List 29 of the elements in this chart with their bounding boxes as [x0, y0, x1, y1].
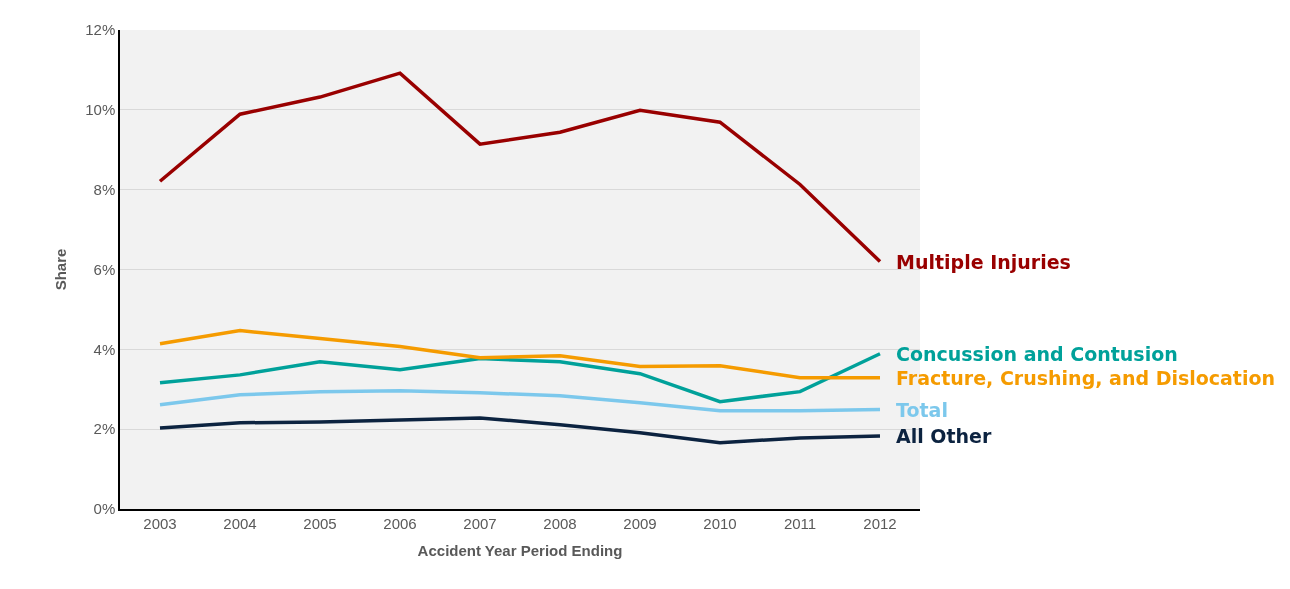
line-series: [158, 389, 882, 413]
x-axis-title: Accident Year Period Ending: [417, 542, 623, 560]
x-tick-label: 2011: [783, 514, 817, 532]
y-tick-label: 8%: [93, 180, 116, 198]
y-tick-label: 0%: [93, 500, 116, 518]
series-label: All Other: [896, 425, 992, 447]
y-tick-label: 12%: [85, 21, 116, 39]
series-label: Multiple Injuries: [896, 251, 1071, 273]
x-tick-label: 2009: [623, 514, 657, 532]
x-tick-label: 2008: [543, 514, 577, 532]
series-label: Total: [896, 399, 948, 421]
x-tick-label: 2005: [303, 514, 337, 532]
x-tick-label: 2004: [223, 514, 257, 532]
x-tick-label: 2003: [143, 514, 177, 532]
line-series: [158, 351, 882, 404]
y-tick-label: 10%: [85, 101, 116, 119]
line-series: [158, 71, 882, 264]
y-tick-label: 6%: [93, 260, 116, 278]
y-tick-label: 2%: [93, 420, 116, 438]
x-tick-label: 2006: [383, 514, 417, 532]
x-tick-label: 2010: [703, 514, 737, 532]
series-label: Concussion and Contusion: [896, 343, 1178, 365]
y-tick-label: 4%: [93, 340, 116, 358]
series-label: Fracture, Crushing, and Dislocation: [896, 367, 1276, 389]
line-series: [158, 328, 882, 380]
y-axis-title: Share: [51, 248, 69, 291]
x-tick-label: 2007: [463, 514, 497, 532]
line-series: [158, 416, 882, 445]
x-tick-label: 2012: [863, 514, 897, 532]
